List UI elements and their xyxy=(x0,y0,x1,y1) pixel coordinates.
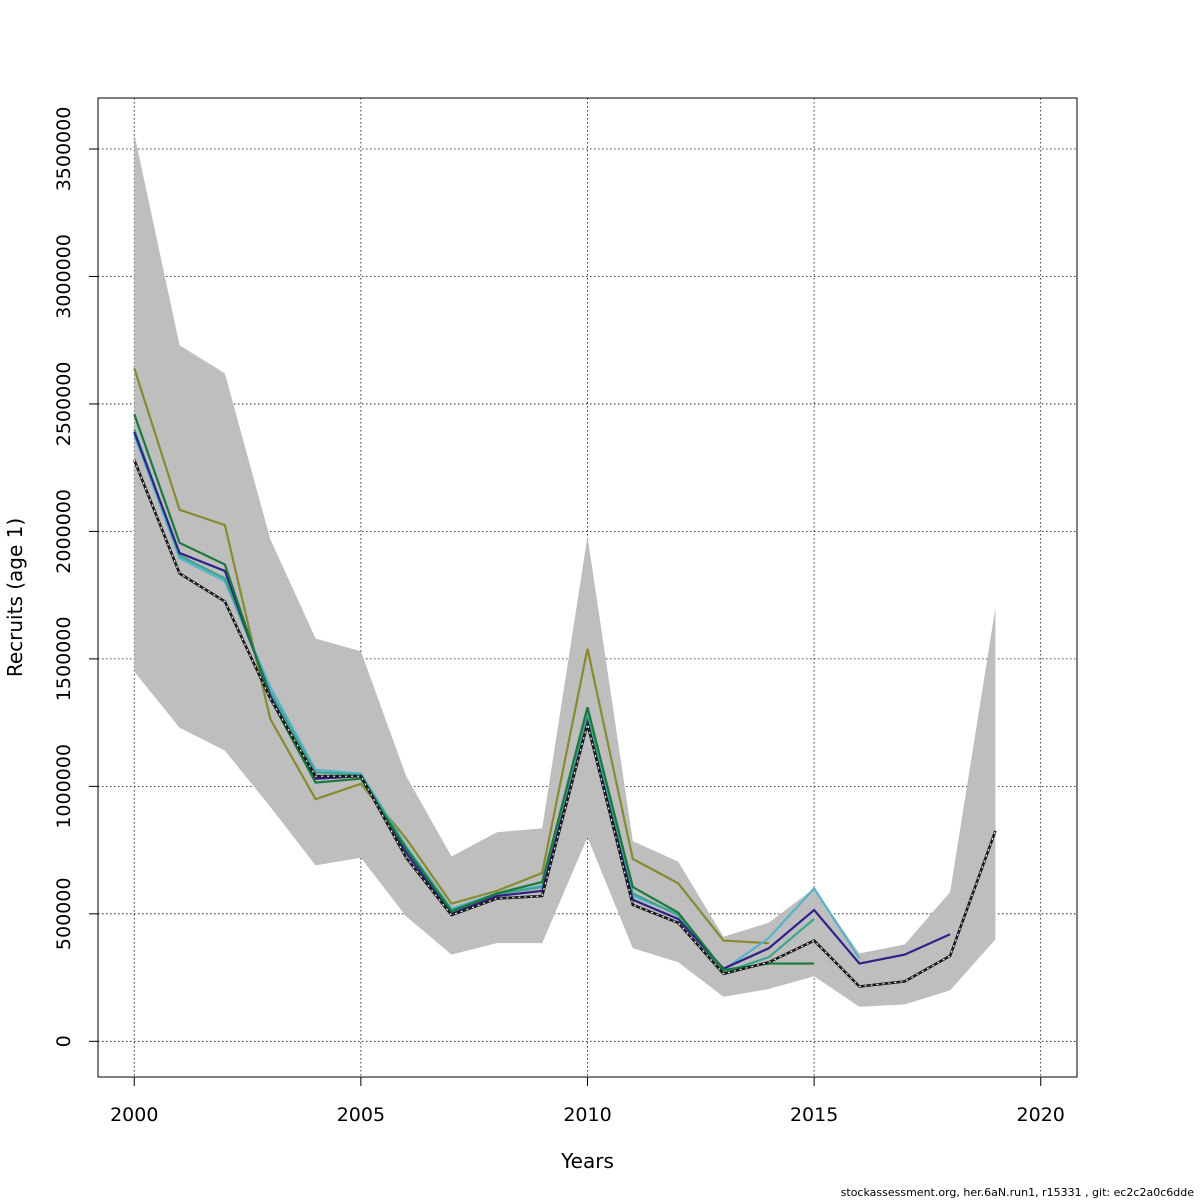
y-tick-label: 0 xyxy=(53,1035,75,1047)
y-tick-label: 2500000 xyxy=(53,362,75,447)
y-tick-label: 3000000 xyxy=(53,234,75,319)
y-tick-label: 1000000 xyxy=(53,744,75,829)
footer-source-note: stockassessment.org, her.6aN.run1, r1533… xyxy=(840,1186,1194,1199)
series-line-6 xyxy=(133,459,997,988)
x-tick-label: 2015 xyxy=(790,1104,838,1126)
series-layer xyxy=(133,367,997,988)
y-axis: 0 500000 1000000 1500000 2000000 2500000 30000… xyxy=(53,107,99,1047)
y-axis-title: Recruits (age 1) xyxy=(3,518,27,677)
x-axis-title: Years xyxy=(560,1149,614,1173)
x-tick-label: 2020 xyxy=(1017,1104,1065,1126)
y-tick-label: 1500000 xyxy=(53,617,75,702)
x-axis: 2000 2005 2010 2015 2020 xyxy=(110,1076,1065,1126)
x-tick-label: 2010 xyxy=(563,1104,611,1126)
x-tick-label: 2000 xyxy=(110,1104,158,1126)
y-tick-label: 500000 xyxy=(53,878,75,951)
series-line-1 xyxy=(133,367,769,945)
confidence-band xyxy=(134,133,996,1007)
series-line-5 xyxy=(133,413,815,972)
y-tick-label: 3500000 xyxy=(53,107,75,192)
x-tick-label: 2005 xyxy=(337,1104,385,1126)
y-tick-label: 2000000 xyxy=(53,489,75,574)
